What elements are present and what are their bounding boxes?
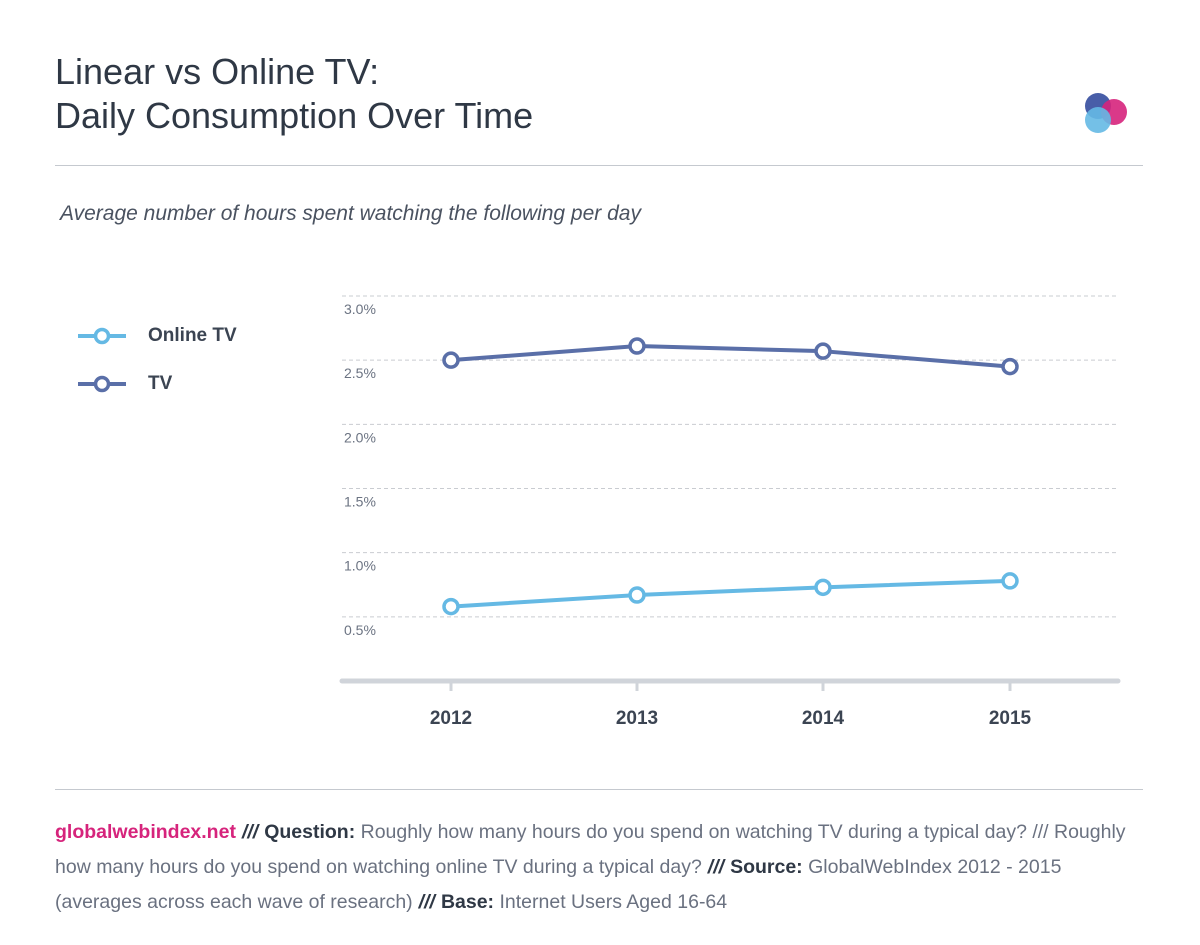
footer-separator: /// xyxy=(241,821,259,843)
footer-base-text: Internet Users Aged 16-64 xyxy=(499,891,728,913)
footer-source-label: Source: xyxy=(730,856,803,878)
x-tick-label: 2012 xyxy=(430,708,472,729)
legend-swatch-tv xyxy=(78,375,126,393)
data-point-online-tv xyxy=(1001,572,1019,590)
data-point-tv xyxy=(1001,357,1019,376)
chart-title: Linear vs Online TV: Daily Consumption O… xyxy=(55,50,533,138)
legend-swatch-online-tv xyxy=(78,327,126,345)
title-line-2: Daily Consumption Over Time xyxy=(55,95,534,136)
data-point-tv xyxy=(442,351,460,369)
legend: Online TV TV xyxy=(78,312,237,408)
footer-question-label: Question: xyxy=(264,821,356,843)
footer-divider xyxy=(55,789,1143,790)
legend-item-tv: TV xyxy=(78,360,237,408)
header-divider xyxy=(55,165,1143,166)
footer-note: globalwebindex.net /// Question: Roughly h… xyxy=(55,815,1150,920)
y-tick-label: 1.0% xyxy=(344,558,376,574)
footer-base-label: Base: xyxy=(440,891,495,913)
x-tick-label: 2014 xyxy=(802,708,845,729)
footer-separator: /// xyxy=(418,891,435,913)
x-tick-label: 2013 xyxy=(616,708,658,729)
legend-label-online-tv: Online TV xyxy=(148,325,237,346)
legend-item-online-tv: Online TV xyxy=(78,312,237,360)
data-point-online-tv xyxy=(814,578,832,597)
y-tick-label: 2.0% xyxy=(344,429,376,445)
brand-logo-icon xyxy=(1085,93,1127,133)
data-point-online-tv xyxy=(628,586,646,604)
y-tick-label: 1.5% xyxy=(344,494,376,510)
y-tick-label: 0.5% xyxy=(344,622,376,638)
data-point-tv xyxy=(628,337,646,355)
legend-label-tv: TV xyxy=(148,373,173,394)
y-tick-label: 3.0% xyxy=(344,301,376,317)
x-tick-label: 2015 xyxy=(989,708,1032,729)
data-point-tv xyxy=(814,342,832,360)
chart-subtitle: Average number of hours spent watching t… xyxy=(60,202,641,225)
footer-question-text: Roughly how many hours do you spend on w… xyxy=(55,821,1126,878)
title-line-1: Linear vs Online TV: xyxy=(55,51,380,92)
footer-source-text: GlobalWebIndex 2012 - 2015 (averages acr… xyxy=(55,856,1062,913)
data-point-online-tv xyxy=(442,597,460,616)
line-chart: 0.5% 1.0% 1.5% 2.0% 2.5% 3.0% 2012 2013 2014 2015 xyxy=(339,295,1121,729)
series-line-tv xyxy=(450,344,1011,369)
footer-brand: globalwebindex.net xyxy=(55,821,236,843)
series-line-online-tv xyxy=(450,578,1011,609)
footer-separator: /// xyxy=(707,856,725,878)
y-tick-label: 2.5% xyxy=(344,365,376,381)
